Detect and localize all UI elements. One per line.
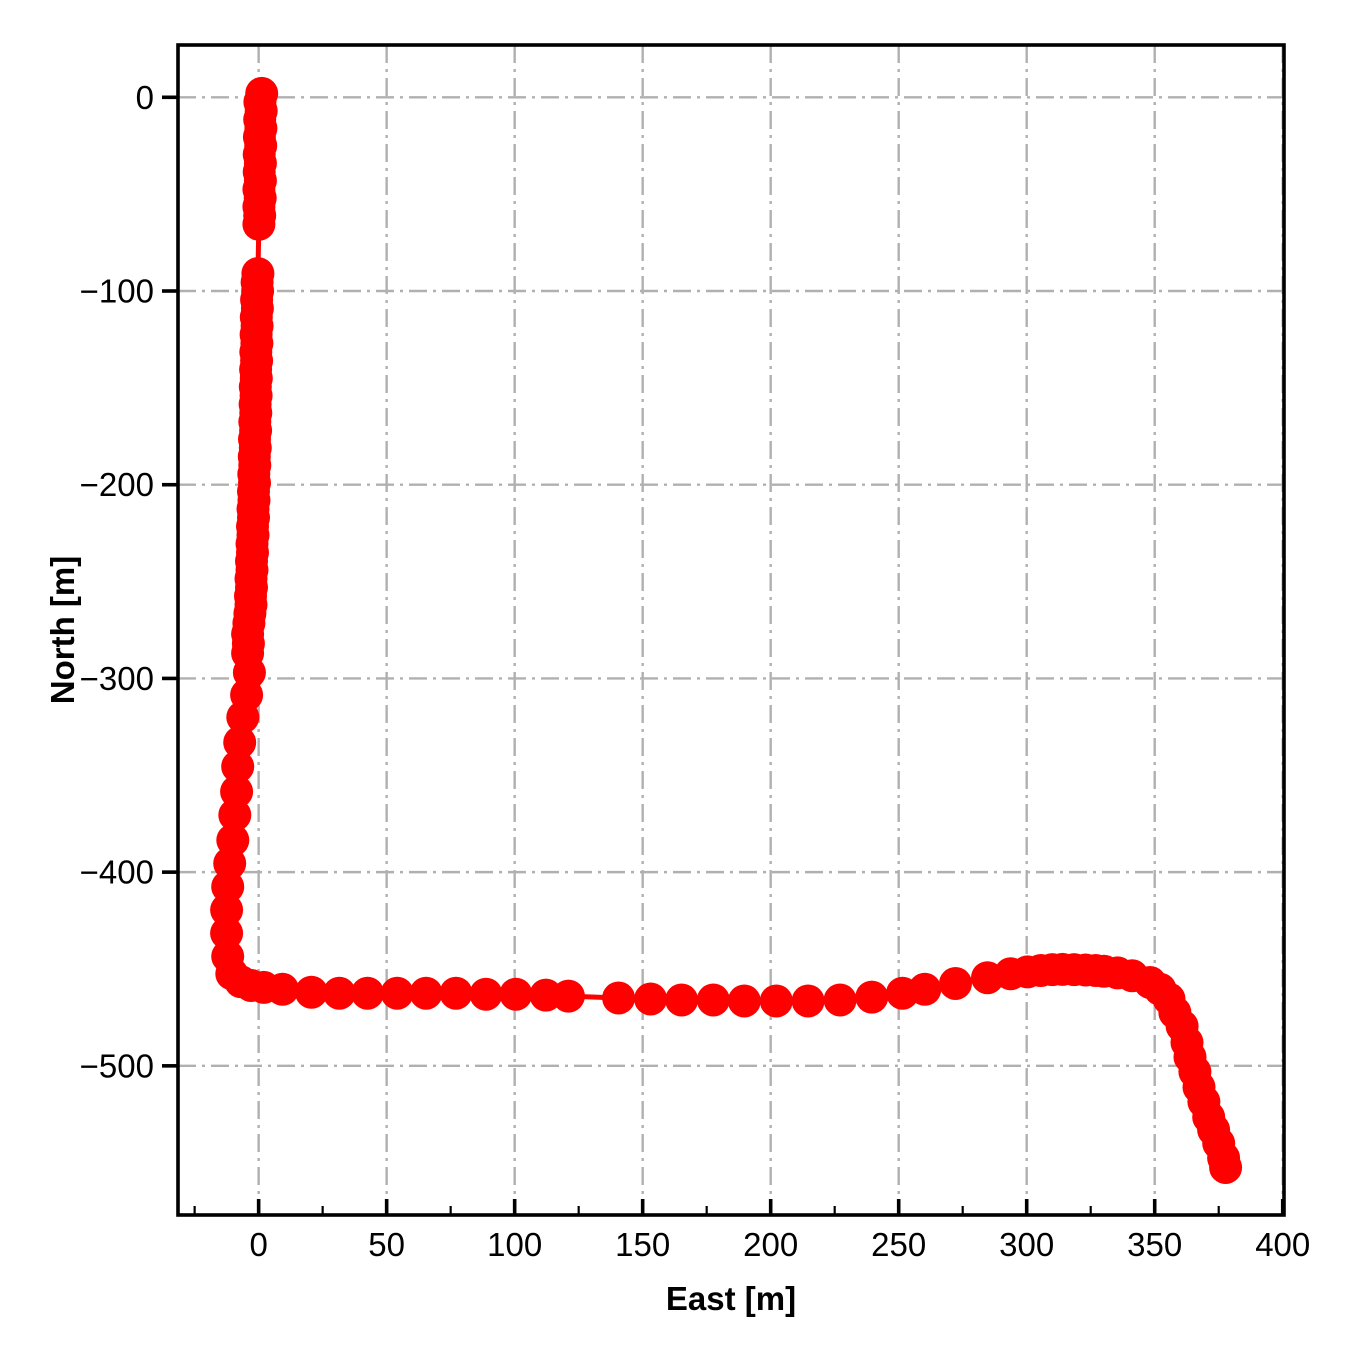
x-axis-title: East [m] <box>666 1280 796 1317</box>
data-point <box>665 983 699 1017</box>
y-tick-label: −400 <box>80 854 154 891</box>
data-point <box>855 980 889 1014</box>
data-point <box>218 798 252 832</box>
data-point <box>823 983 857 1017</box>
x-tick-label: 50 <box>368 1226 405 1263</box>
data-point <box>210 916 244 950</box>
y-axis-title: North [m] <box>44 556 81 704</box>
data-point <box>211 870 245 904</box>
y-tick-label: −100 <box>80 273 154 310</box>
data-point <box>939 967 972 1000</box>
y-tick-label: −200 <box>80 466 154 503</box>
data-point <box>696 983 730 1017</box>
data-point <box>221 750 255 784</box>
y-tick-label: 0 <box>136 79 154 116</box>
data-point <box>908 972 942 1006</box>
data-point <box>759 984 793 1018</box>
data-point <box>322 976 356 1010</box>
data-point <box>351 976 384 1010</box>
data-point <box>266 972 299 1006</box>
data-point <box>210 893 244 927</box>
data-point <box>551 979 585 1013</box>
data-point <box>226 700 260 734</box>
trajectory-series <box>210 76 1243 1184</box>
x-tick-label: 400 <box>1255 1226 1310 1263</box>
data-point <box>294 975 328 1009</box>
data-point <box>602 981 636 1015</box>
x-tick-label: 100 <box>487 1226 542 1263</box>
axes-frame <box>176 43 1286 1217</box>
data-point <box>499 977 533 1011</box>
x-tick-label: 200 <box>743 1226 798 1263</box>
data-point <box>380 976 414 1010</box>
x-tick-label: 150 <box>615 1226 670 1263</box>
data-point <box>469 977 503 1011</box>
axis-tick-labels: 0 50 100 150 200 250 300 350 400 0 −100 −200 −300 −40… <box>80 79 1311 1263</box>
axis-ticks <box>162 95 1285 1215</box>
data-point <box>727 984 761 1018</box>
x-tick-label: 300 <box>999 1226 1054 1263</box>
data-point <box>439 976 473 1010</box>
y-tick-label: −300 <box>80 660 154 697</box>
data-point <box>1209 1151 1243 1184</box>
y-tick-label: −500 <box>80 1047 154 1084</box>
data-point <box>409 976 443 1010</box>
data-point <box>791 984 825 1018</box>
x-tick-label: 250 <box>871 1226 926 1263</box>
x-tick-label: 0 <box>249 1226 267 1263</box>
x-tick-label: 350 <box>1127 1226 1182 1263</box>
data-point <box>223 725 257 759</box>
data-point <box>242 207 276 241</box>
data-point <box>634 982 668 1016</box>
